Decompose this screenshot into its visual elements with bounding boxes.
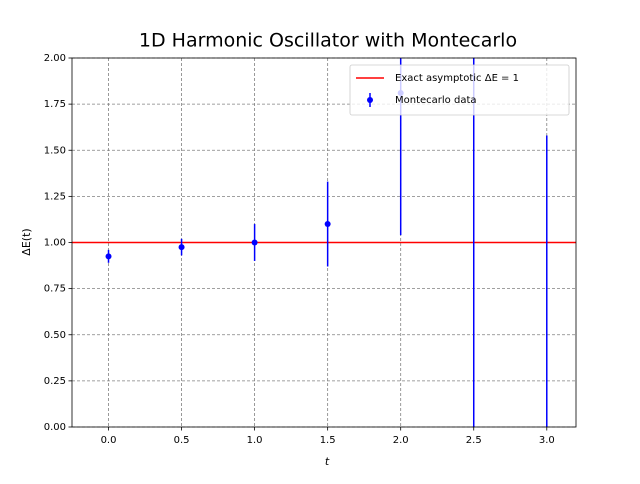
- x-tick-label: 2.0: [393, 435, 409, 446]
- legend-label: Montecarlo data: [395, 95, 477, 106]
- x-tick-label: 1.0: [247, 435, 263, 446]
- y-tick-label: 0.25: [44, 376, 66, 387]
- x-axis-label: t: [325, 455, 330, 468]
- y-tick-label: 1.25: [44, 191, 66, 202]
- ticks: 0.0 0.5 1.0 1.5 2.0 2.5 3.0 0.00 0.25 0.50 0.75 1.0…: [44, 53, 555, 446]
- x-tick-label: 3.0: [539, 435, 555, 446]
- y-axis-label: ΔE(t): [20, 228, 33, 255]
- y-tick-label: 0.50: [44, 330, 66, 341]
- plot-area: [72, 58, 576, 427]
- y-tick-label: 0.75: [44, 284, 66, 295]
- data-point: [251, 239, 258, 246]
- y-tick-label: 2.00: [44, 53, 66, 64]
- x-tick-label: 2.5: [466, 435, 482, 446]
- legend: Exact asymptotic ΔE = 1 Montecarlo data: [349, 64, 570, 116]
- x-tick-label: 0.0: [101, 435, 117, 446]
- y-tick-label: 1.75: [44, 99, 66, 110]
- y-tick-label: 1.50: [44, 145, 66, 156]
- data-point: [324, 221, 331, 228]
- y-tick-label: 1.00: [44, 238, 66, 249]
- chart-title: 1D Harmonic Oscillator with Montecarlo: [139, 30, 517, 52]
- data-point: [178, 244, 185, 251]
- legend-label: Exact asymptotic ΔE = 1: [395, 73, 519, 84]
- x-tick-label: 1.5: [320, 435, 336, 446]
- x-tick-label: 0.5: [174, 435, 190, 446]
- legend-box: [349, 64, 570, 116]
- legend-swatch: [367, 97, 373, 103]
- y-tick-label: 0.00: [44, 422, 66, 433]
- data-point: [105, 253, 112, 260]
